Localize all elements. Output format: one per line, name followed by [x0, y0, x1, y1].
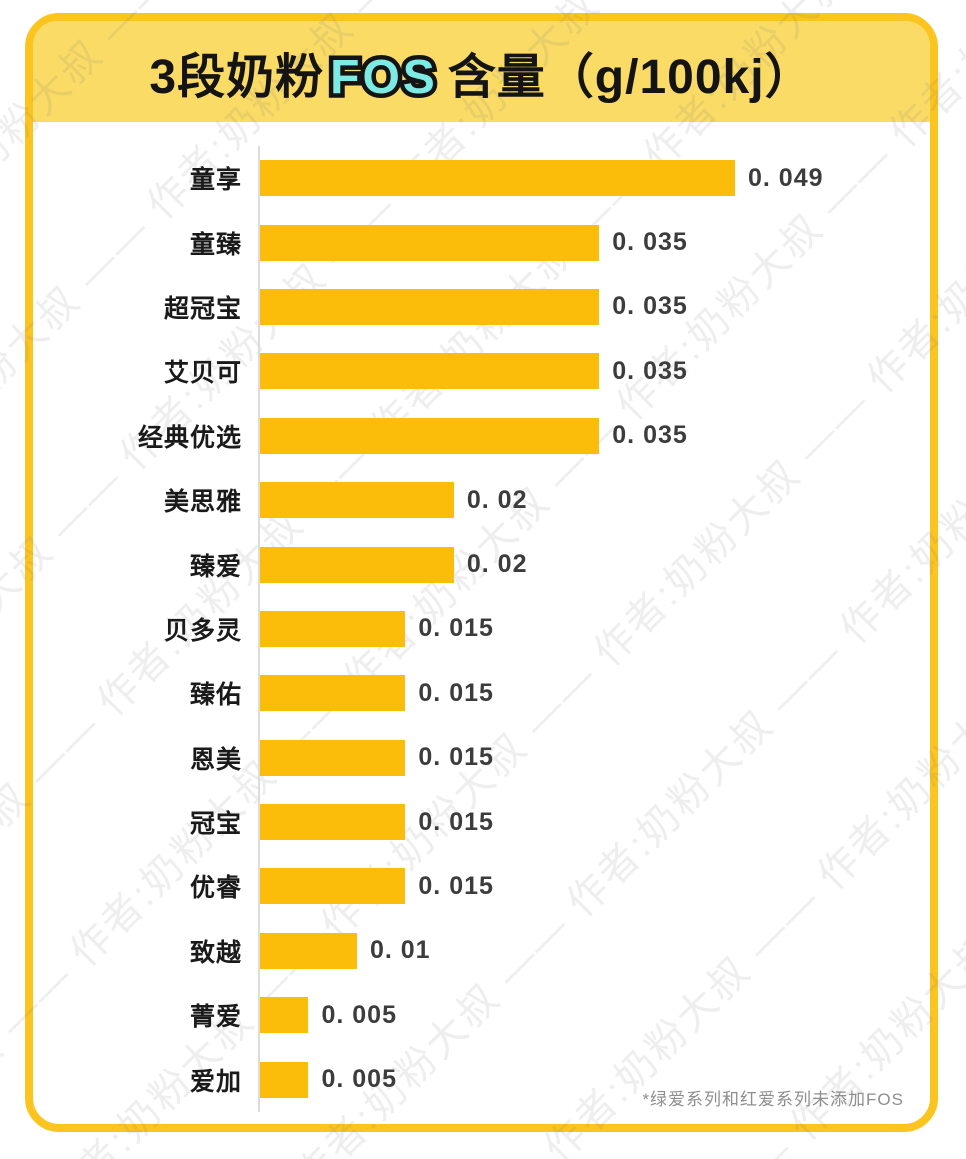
chart-row: 冠宝 0. 015: [33, 789, 930, 855]
chart-row: 艾贝可 0. 035: [33, 339, 930, 404]
value-label: 0. 005: [321, 1065, 397, 1094]
bar-chart: 童享 0. 049 童臻 0. 035 超冠宝 0. 035 艾贝可 0. 03…: [33, 146, 930, 1112]
page-title: 3段奶粉FOS含量（g/100kj）: [149, 37, 813, 107]
value-label: 0. 01: [369, 936, 431, 965]
chart-row: 优睿 0. 015: [33, 854, 930, 919]
title-suffix: 含量（g/100kj）: [447, 50, 814, 104]
bar: [260, 546, 454, 583]
bar-cell: 0. 015: [258, 725, 930, 790]
value-label: 0. 02: [466, 485, 528, 514]
value-label: 0. 049: [748, 163, 824, 192]
value-label: 0. 015: [418, 871, 494, 900]
value-label: 0. 035: [612, 421, 688, 450]
chart-row: 爱加 0. 005: [33, 1047, 930, 1112]
category-label: 童臻: [189, 230, 242, 259]
bar-cell: 0. 049: [258, 146, 930, 211]
chart-row: 经典优选 0. 035: [33, 403, 930, 468]
bar: [260, 417, 600, 454]
chart-row: 童享 0. 049: [33, 146, 930, 211]
chart-card-background: [25, 13, 938, 1132]
bar: [260, 997, 309, 1034]
chart-row: 贝多灵 0. 015: [33, 596, 930, 662]
bar-cell: 0. 005: [258, 1047, 930, 1112]
value-label: 0. 015: [418, 743, 494, 772]
footnote: *绿爱系列和红爱系列未添加FOS: [642, 1090, 904, 1109]
header-band: [33, 21, 930, 122]
chart-header: 3段奶粉FOS含量（g/100kj）: [33, 21, 930, 122]
title-highlight-fos: FOS: [330, 50, 438, 105]
chart-row: 菁爱 0. 005: [33, 983, 930, 1048]
bar: [260, 160, 735, 197]
category-label: 艾贝可: [163, 359, 242, 388]
category-label: 经典优选: [137, 423, 242, 452]
value-label: 0. 015: [418, 614, 494, 643]
value-label: 0. 035: [612, 292, 688, 321]
value-label: 0. 035: [612, 228, 688, 257]
title-prefix: 3段奶粉: [149, 50, 325, 104]
bar-cell: 0. 035: [258, 274, 930, 340]
chart-row: 超冠宝 0. 035: [33, 274, 930, 340]
bar: [260, 1061, 309, 1098]
chart-row: 致越 0. 01: [33, 918, 930, 984]
chart-row: 恩美 0. 015: [33, 725, 930, 790]
bar: [260, 932, 357, 969]
chart-row: 臻佑 0. 015: [33, 661, 930, 726]
chart-row: 臻爱 0. 02: [33, 532, 930, 597]
chart-row: 童臻 0. 035: [33, 210, 930, 275]
bar-cell: 0. 01: [258, 918, 930, 984]
bar-cell: 0. 02: [258, 467, 930, 533]
category-label: 超冠宝: [163, 294, 242, 323]
bar: [260, 804, 406, 841]
category-label: 优睿: [189, 874, 242, 903]
bar-cell: 0. 005: [258, 983, 930, 1048]
category-label: 冠宝: [189, 810, 242, 839]
category-label: 致越: [189, 938, 242, 967]
bar: [260, 353, 600, 390]
value-label: 0. 035: [612, 356, 688, 385]
category-label: 臻爱: [189, 552, 242, 581]
bar-cell: 0. 02: [258, 532, 930, 597]
value-label: 0. 005: [321, 1000, 397, 1029]
bar: [260, 482, 454, 519]
bar-cell: 0. 015: [258, 854, 930, 919]
bar-cell: 0. 035: [258, 210, 930, 275]
bar-cell: 0. 015: [258, 789, 930, 855]
bar-cell: 0. 015: [258, 661, 930, 726]
category-label: 童享: [189, 166, 242, 195]
category-label: 爱加: [189, 1067, 242, 1096]
value-label: 0. 015: [418, 807, 494, 836]
category-label: 贝多灵: [163, 616, 242, 645]
bar: [260, 739, 406, 776]
bar-cell: 0. 035: [258, 403, 930, 468]
bar: [260, 868, 406, 905]
category-label: 美思雅: [163, 488, 242, 517]
bar: [260, 288, 600, 325]
category-label: 菁爱: [189, 1003, 242, 1032]
bar: [260, 610, 406, 647]
value-label: 0. 02: [466, 550, 528, 579]
bar: [260, 675, 406, 712]
bar: [260, 224, 600, 261]
category-label: 恩美: [189, 745, 242, 774]
category-label: 臻佑: [189, 681, 242, 710]
bar-cell: 0. 035: [258, 339, 930, 404]
value-label: 0. 015: [418, 678, 494, 707]
chart-row: 美思雅 0. 02: [33, 467, 930, 533]
chart-card: 3段奶粉FOS含量（g/100kj） 童享 0. 049 童臻 0. 035 超…: [33, 21, 930, 1124]
bar-cell: 0. 015: [258, 596, 930, 662]
